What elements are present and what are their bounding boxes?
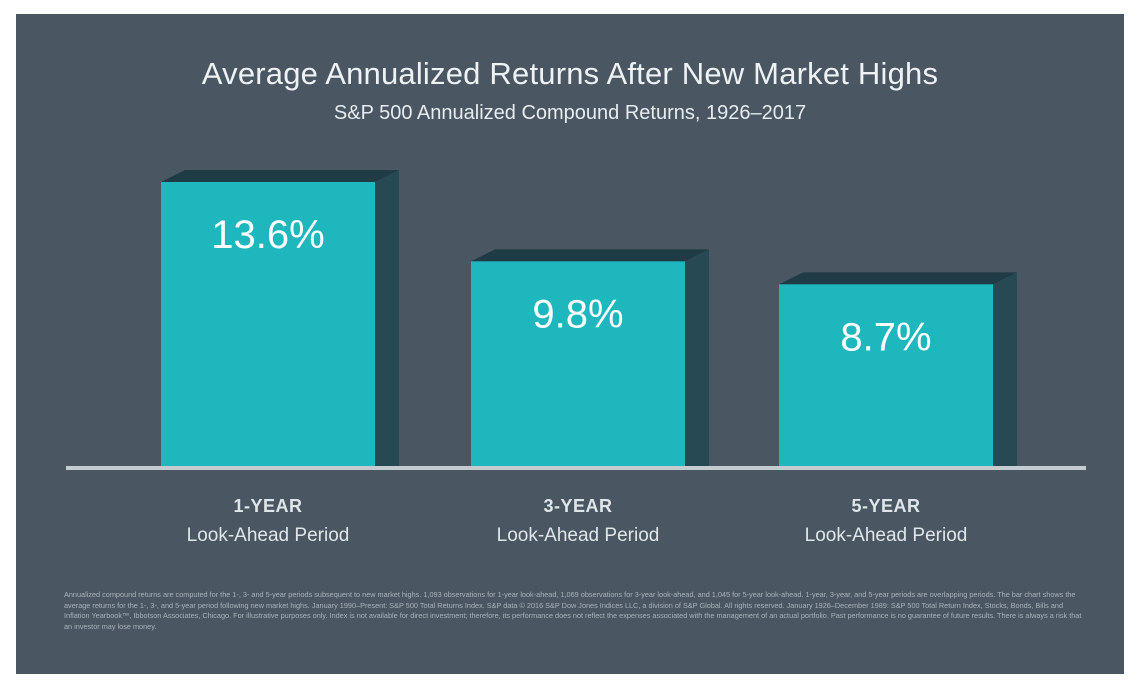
category-sublabel: Look-Ahead Period [186, 525, 350, 546]
bar-side-face [685, 249, 709, 466]
chart-title: Average Annualized Returns After New Mar… [201, 56, 939, 91]
category-label-1-year: 1-YEAR Look-Ahead Period [138, 496, 398, 547]
bar-chart: 13.6% 9.8% 8.7% [66, 170, 1086, 470]
bar-top-face [471, 249, 709, 262]
bar-value-label: 13.6% [211, 213, 324, 257]
bar-side-face [993, 272, 1017, 466]
bar-side-face [375, 170, 399, 466]
category-label-5-year: 5-YEAR Look-Ahead Period [756, 496, 1016, 547]
category-label-3-year: 3-YEAR Look-Ahead Period [448, 496, 708, 547]
bar-group: 13.6% [161, 170, 399, 466]
bar [161, 182, 375, 466]
bar-top-face [779, 272, 1017, 285]
bar-top-face [161, 170, 399, 182]
disclaimer-footnote: Annualized compound returns are computed… [64, 590, 1082, 631]
category-name: 3-YEAR [543, 496, 613, 516]
category-sublabel: Look-Ahead Period [496, 525, 660, 546]
bar [779, 284, 993, 466]
category-sublabel: Look-Ahead Period [804, 525, 968, 546]
chart-card: Average Annualized Returns After New Mar… [16, 14, 1124, 674]
bar-value-label: 9.8% [532, 292, 623, 336]
x-axis-baseline [66, 466, 1086, 470]
bar-group: 8.7% [779, 272, 1017, 466]
bar-group: 9.8% [471, 249, 709, 466]
bar [471, 261, 685, 466]
category-name: 5-YEAR [851, 496, 921, 516]
bar-value-label: 8.7% [840, 315, 931, 359]
category-name: 1-YEAR [233, 496, 303, 516]
chart-subtitle: S&P 500 Annualized Compound Returns, 192… [333, 102, 807, 124]
